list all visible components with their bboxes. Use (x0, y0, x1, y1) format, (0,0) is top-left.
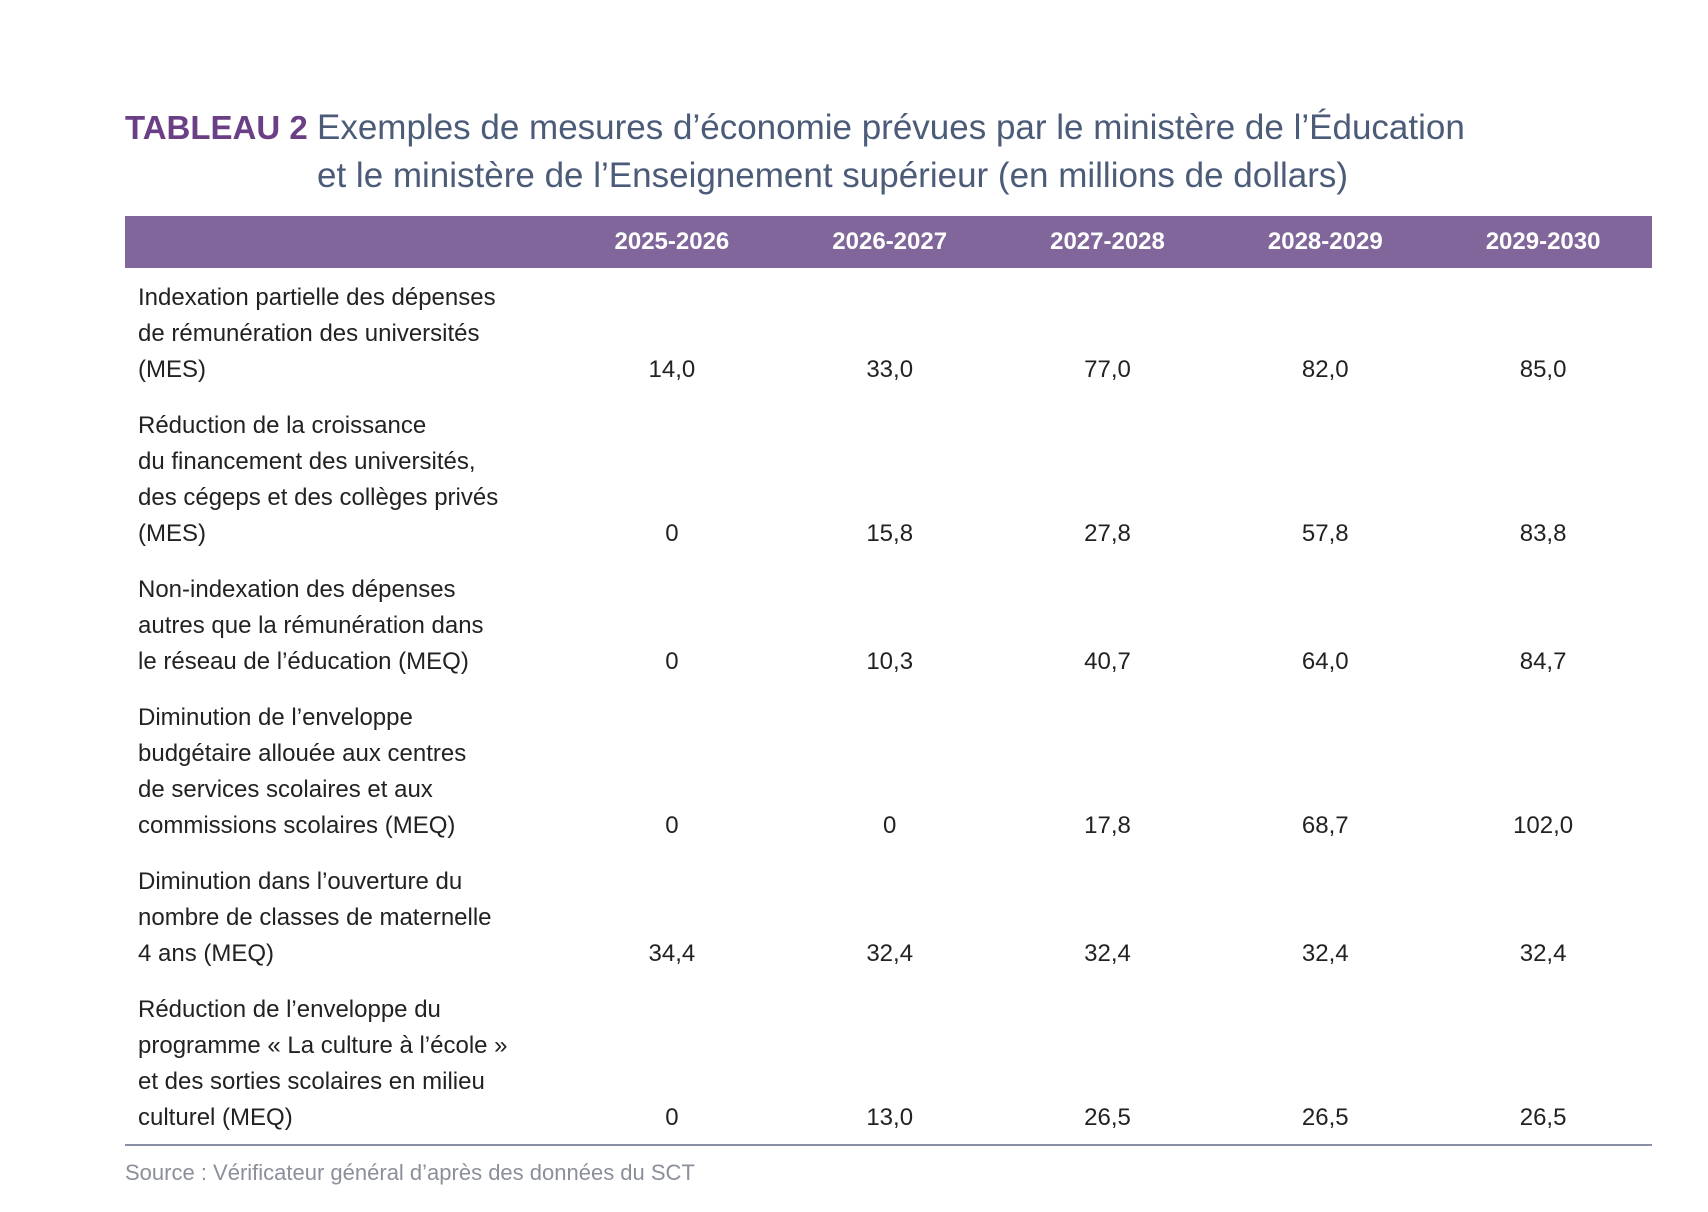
value-cell: 40,7 (1084, 648, 1131, 675)
value-cell: 32,4 (1084, 940, 1131, 967)
row-label-line: des cégeps et des collèges privés (138, 484, 499, 511)
header: TABLEAU 2 Exemples de mesures d’économie… (125, 104, 1465, 200)
value-cell: 68,7 (1301, 812, 1349, 839)
value-cell: 10,3 (866, 648, 914, 675)
value-cell: 0 (665, 520, 679, 547)
table-row: Non-indexation des dépenses autres que la… (125, 560, 1652, 688)
row-label-line: nombre de classes de maternelle (138, 904, 492, 931)
row-label: Non-indexation des dépenses autres que la… (125, 560, 563, 688)
data-table: 2025-2026 2026-2027 2027-2028 2028-2029 2029… (125, 216, 1652, 1146)
value-cell: 0 (883, 812, 897, 839)
value-cell: 85,0 (1519, 356, 1567, 383)
row-label-line: Réduction de la croissance (138, 412, 427, 439)
value-cell: 32,4 (1519, 940, 1567, 967)
table-row: Indexation partielle des dépenses de rému… (125, 268, 1652, 396)
row-label-line: (MES) (138, 520, 206, 547)
table-header: 2025-2026 2026-2027 2027-2028 2028-2029 2029… (125, 216, 1652, 268)
row-label: Diminution dans l’ouverture du nombre de … (125, 852, 563, 980)
column-header: 2026-2027 (832, 228, 948, 255)
value-cell: 13,0 (866, 1104, 914, 1131)
row-label-line: (MES) (138, 356, 206, 383)
value-cell: 34,4 (648, 940, 696, 967)
value-cell: 77,0 (1084, 356, 1131, 383)
table-title: Exemples de mesures d’économie prévues p… (317, 104, 1465, 200)
column-header: 2028-2029 (1267, 228, 1383, 255)
row-label: Réduction de la croissance du financement… (125, 396, 563, 560)
title-line: Exemples de mesures d’économie prévues p… (317, 108, 1465, 147)
row-label-line: commissions scolaires (MEQ) (138, 812, 456, 839)
value-cell: 0 (665, 1104, 679, 1131)
row-label-line: de services scolaires et aux (138, 776, 433, 803)
value-cell: 26,5 (1301, 1104, 1349, 1131)
row-label-line: du financement des universités, (138, 448, 476, 475)
value-cell: 27,8 (1084, 520, 1131, 547)
value-cell: 0 (665, 648, 679, 675)
table-label: TABLEAU 2 (125, 109, 308, 146)
value-cell: 84,7 (1519, 648, 1567, 675)
value-cell: 26,5 (1084, 1104, 1131, 1131)
value-cell: 32,4 (1301, 940, 1349, 967)
row-label-line: programme « La culture à l’école » (138, 1032, 508, 1059)
column-header: 2029-2030 (1485, 228, 1601, 255)
value-cell: 14,0 (648, 356, 696, 383)
row-label: Diminution de l’enveloppe budgétaire allo… (125, 688, 563, 852)
row-label-line: Indexation partielle des dépenses (138, 284, 496, 311)
value-cell: 32,4 (866, 940, 914, 967)
value-cell: 57,8 (1301, 520, 1349, 547)
column-header: 2027-2028 (1050, 228, 1165, 255)
table-body: Indexation partielle des dépenses de rému… (125, 268, 1652, 1145)
value-cell: 83,8 (1519, 520, 1567, 547)
table-row: Diminution de l’enveloppe budgétaire allo… (125, 688, 1652, 852)
value-cell: 33,0 (866, 356, 914, 383)
row-label-line: autres que la rémunération dans (138, 612, 484, 639)
table-row: Réduction de l’enveloppe du programme « L… (125, 980, 1652, 1145)
row-label-line: et des sorties scolaires en milieu (138, 1068, 485, 1095)
row-label-line: Diminution dans l’ouverture du (138, 868, 463, 895)
row-label-line: 4 ans (MEQ) (138, 940, 275, 967)
row-label-line: le réseau de l’éducation (MEQ) (138, 648, 469, 675)
value-cell: 102,0 (1513, 812, 1574, 839)
column-header: 2025-2026 (614, 228, 730, 255)
row-label-line: Réduction de l’enveloppe du (138, 996, 441, 1023)
source-note: Source : Vérificateur général d’après de… (125, 1160, 695, 1185)
header-cell (125, 216, 563, 268)
value-cell: 82,0 (1301, 356, 1349, 383)
value-cell: 64,0 (1301, 648, 1349, 675)
row-label-line: budgétaire allouée aux centres (138, 740, 467, 767)
value-cell: 0 (665, 812, 679, 839)
value-cell: 17,8 (1084, 812, 1131, 839)
value-cell: 26,5 (1519, 1104, 1567, 1131)
row-label: Indexation partielle des dépenses de rému… (125, 268, 563, 396)
header-row: 2025-2026 2026-2027 2027-2028 2028-2029 2029… (125, 216, 1652, 268)
row-label-line: culturel (MEQ) (138, 1104, 293, 1131)
title-line: et le ministère de l’Enseignement supéri… (317, 156, 1349, 195)
row-label-line: de rémunération des universités (138, 320, 480, 347)
table-row: Diminution dans l’ouverture du nombre de … (125, 852, 1652, 980)
row-label-line: Diminution de l’enveloppe (138, 704, 413, 731)
value-cell: 15,8 (866, 520, 914, 547)
row-label: Réduction de l’enveloppe du programme « L… (125, 980, 563, 1145)
table-row: Réduction de la croissance du financement… (125, 396, 1652, 560)
row-label-line: Non-indexation des dépenses (138, 576, 456, 603)
